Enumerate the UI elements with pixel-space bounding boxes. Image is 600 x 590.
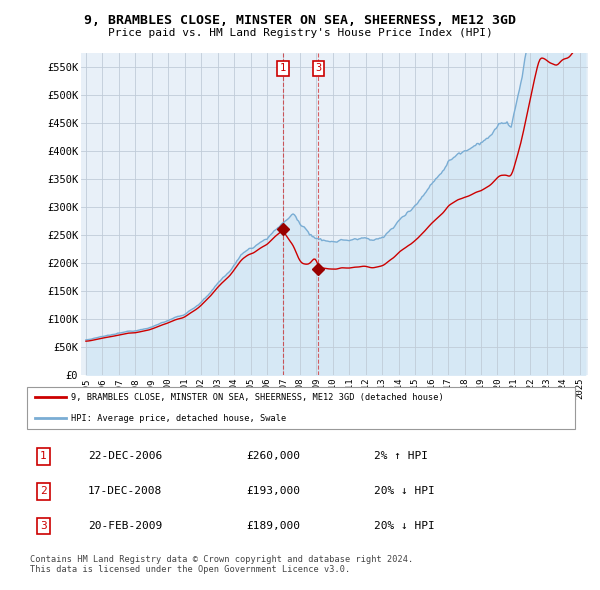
Text: HPI: Average price, detached house, Swale: HPI: Average price, detached house, Swal… xyxy=(71,414,286,423)
Text: Contains HM Land Registry data © Crown copyright and database right 2024.
This d: Contains HM Land Registry data © Crown c… xyxy=(30,555,413,574)
Text: 20% ↓ HPI: 20% ↓ HPI xyxy=(374,486,434,496)
FancyBboxPatch shape xyxy=(27,386,575,429)
Text: 1: 1 xyxy=(280,63,286,73)
Text: Price paid vs. HM Land Registry's House Price Index (HPI): Price paid vs. HM Land Registry's House … xyxy=(107,28,493,38)
Text: 9, BRAMBLES CLOSE, MINSTER ON SEA, SHEERNESS, ME12 3GD: 9, BRAMBLES CLOSE, MINSTER ON SEA, SHEER… xyxy=(84,14,516,27)
Text: 20-FEB-2009: 20-FEB-2009 xyxy=(88,521,162,531)
Text: £193,000: £193,000 xyxy=(246,486,300,496)
Text: 20% ↓ HPI: 20% ↓ HPI xyxy=(374,521,434,531)
Text: 3: 3 xyxy=(315,63,322,73)
Text: 2% ↑ HPI: 2% ↑ HPI xyxy=(374,451,428,461)
Text: 3: 3 xyxy=(40,521,47,531)
Text: 2: 2 xyxy=(40,486,47,496)
Text: 1: 1 xyxy=(40,451,47,461)
Text: 9, BRAMBLES CLOSE, MINSTER ON SEA, SHEERNESS, ME12 3GD (detached house): 9, BRAMBLES CLOSE, MINSTER ON SEA, SHEER… xyxy=(71,392,444,402)
Text: 22-DEC-2006: 22-DEC-2006 xyxy=(88,451,162,461)
Text: 17-DEC-2008: 17-DEC-2008 xyxy=(88,486,162,496)
Text: £260,000: £260,000 xyxy=(246,451,300,461)
Text: £189,000: £189,000 xyxy=(246,521,300,531)
